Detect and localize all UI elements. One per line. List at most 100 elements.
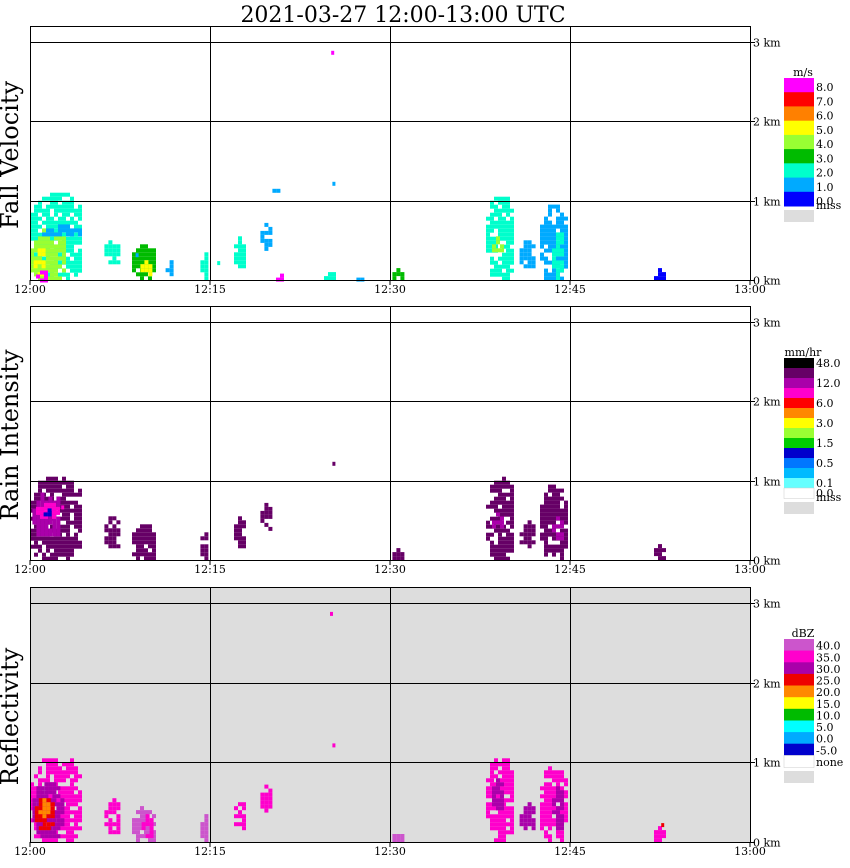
echo-cell — [47, 508, 52, 513]
echo-cell — [560, 268, 564, 273]
echo-cell — [200, 264, 205, 269]
echo-cell — [30, 790, 34, 795]
echo-cell — [66, 228, 70, 233]
echo-cell — [510, 818, 514, 823]
echo-cell — [544, 220, 548, 225]
echo-cell — [564, 818, 568, 823]
echo-cell — [70, 252, 74, 257]
echo-cell — [531, 256, 536, 261]
echo-cell — [510, 540, 514, 545]
echo-cell — [560, 540, 564, 545]
echo-cell — [46, 208, 50, 213]
echo-cell — [144, 248, 148, 253]
echo-cell — [506, 528, 510, 533]
echo-cell — [560, 556, 564, 561]
echo-cell — [74, 252, 78, 257]
echo-cell — [400, 834, 405, 838]
echo-cell — [78, 806, 82, 811]
echo-cell — [544, 786, 548, 791]
echo-cell — [268, 506, 273, 511]
echo-cell — [46, 806, 51, 811]
echo-cell — [564, 532, 568, 537]
echo-cell — [494, 758, 498, 763]
panel-title: Fall Velocity — [0, 81, 24, 230]
echo-cell — [400, 272, 405, 277]
echo-cell — [234, 260, 238, 265]
echo-cell — [74, 260, 78, 265]
echo-cell — [42, 536, 46, 541]
echo-speck — [332, 743, 336, 748]
colorbar-swatch — [784, 428, 814, 439]
x-tick-label: 12:30 — [374, 283, 406, 296]
echo-cell — [66, 798, 70, 803]
echo-cell — [556, 790, 560, 795]
echo-cell — [48, 502, 52, 507]
colorbar-swatch — [784, 650, 814, 663]
echo-cell — [144, 272, 148, 277]
echo-cell — [36, 532, 41, 537]
echo-cell — [140, 814, 144, 819]
echo-cell — [40, 270, 44, 275]
echo-cell — [564, 814, 568, 819]
echo-cell — [662, 556, 666, 561]
echo-cell — [264, 796, 269, 801]
echo-cell — [37, 252, 42, 257]
echo-cell — [43, 512, 48, 517]
echo-cell — [238, 544, 242, 549]
colorbar-swatch — [784, 134, 814, 150]
echo-cell — [544, 532, 548, 537]
echo-cell — [148, 528, 152, 533]
echo-cell — [510, 508, 514, 513]
echo-cell — [498, 552, 502, 557]
echo-cell — [32, 814, 37, 819]
echo-cell — [62, 492, 66, 497]
y-tick-label: 1 km — [753, 757, 781, 770]
colorbar-swatch — [784, 639, 814, 652]
echo-cell — [50, 758, 54, 763]
echo-speck — [331, 50, 335, 55]
echo-cell — [494, 212, 498, 217]
echo-cell — [149, 818, 154, 823]
echo-cell — [108, 240, 113, 245]
echo-cell — [140, 818, 144, 823]
echo-cell — [62, 236, 66, 241]
echo-cell — [50, 802, 55, 807]
echo-cell — [50, 794, 54, 799]
echo-cell — [50, 488, 54, 493]
colorbar-unit: mm/hr — [785, 346, 823, 359]
echo-cell — [38, 778, 42, 783]
echo-cell — [548, 260, 552, 265]
echo-cell — [502, 818, 506, 823]
echo-cell — [40, 532, 45, 537]
echo-cell — [242, 818, 246, 823]
echo-cell — [140, 248, 144, 253]
echo-cell — [37, 272, 42, 277]
echo-cell — [58, 488, 62, 493]
echo-cell — [544, 520, 548, 525]
echo-cell — [149, 826, 154, 831]
echo-cell — [280, 273, 284, 278]
colorbar-label: 25.0 — [816, 675, 841, 688]
echo-cell — [658, 556, 662, 561]
echo-cell — [654, 834, 658, 839]
echo-cell — [37, 248, 42, 253]
echo-cell — [234, 532, 238, 537]
colorbar-swatch — [784, 191, 814, 207]
echo-cell — [112, 830, 117, 835]
echo-cell — [78, 524, 82, 529]
echo-cell — [74, 544, 78, 549]
echo-cell — [502, 200, 506, 205]
echo-cell — [46, 256, 50, 261]
echo-cell — [50, 204, 54, 209]
echo-cell — [544, 794, 548, 799]
echo-cell — [66, 524, 70, 529]
echo-cell — [260, 796, 265, 801]
echo-cell — [531, 822, 536, 827]
echo-cell — [78, 240, 82, 245]
echo-cell — [544, 248, 548, 253]
echo-cell — [544, 830, 548, 835]
echo-cell — [510, 520, 514, 525]
echo-cell — [44, 520, 49, 525]
echo-cell — [66, 516, 70, 521]
echo-cell — [62, 244, 66, 249]
